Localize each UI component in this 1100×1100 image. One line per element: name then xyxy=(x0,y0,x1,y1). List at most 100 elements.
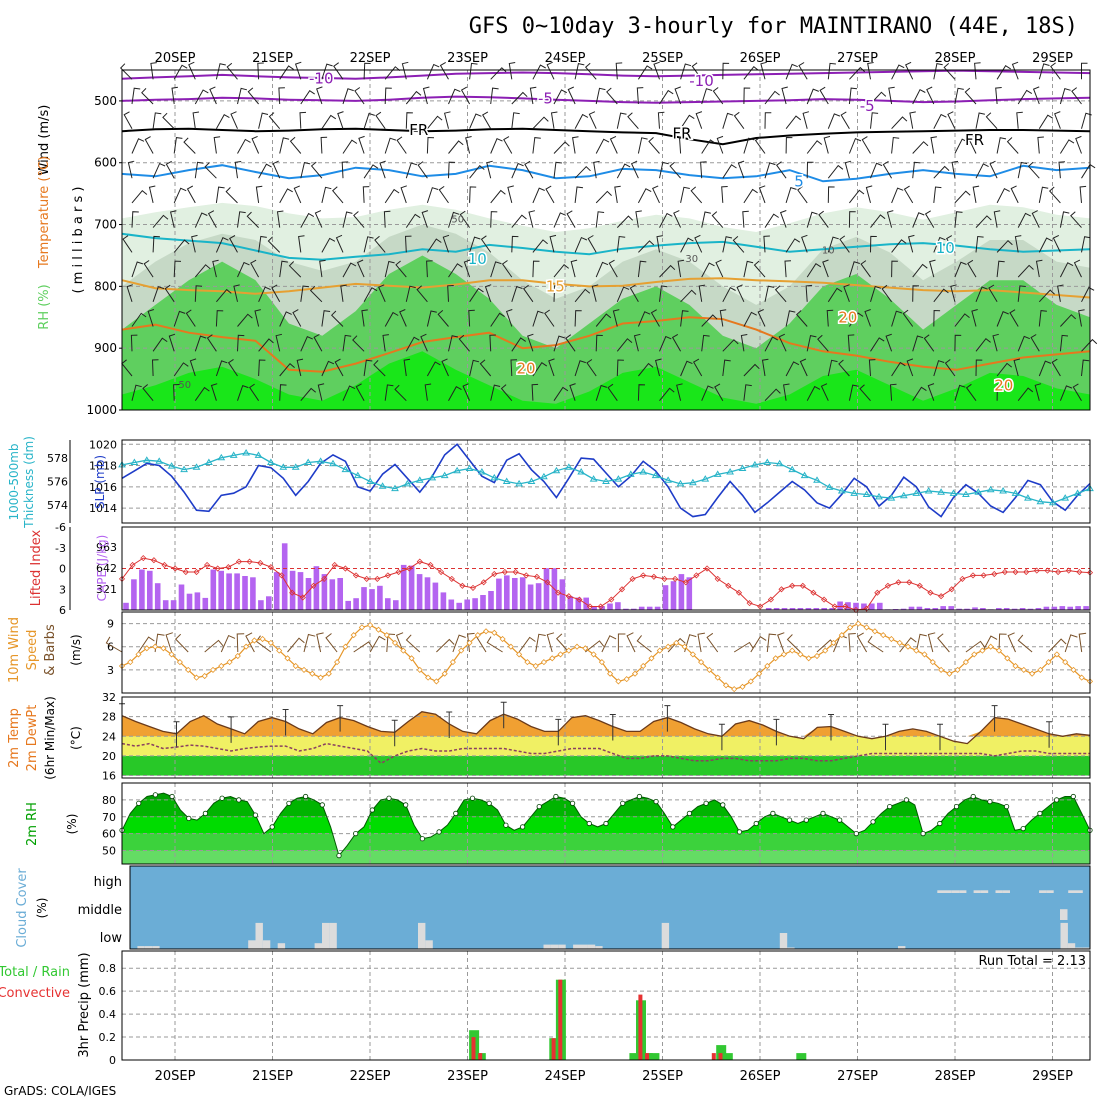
cape-bar xyxy=(932,608,939,610)
wind-barb xyxy=(1038,114,1054,129)
li-point xyxy=(1001,568,1008,576)
contour-label: 5 xyxy=(794,172,804,190)
wind-barb xyxy=(742,210,749,228)
wind-barb xyxy=(1059,139,1075,154)
wind-barb xyxy=(548,358,555,377)
wind-barb xyxy=(995,87,1002,105)
wind-barb xyxy=(194,264,211,278)
wind-barb-10m xyxy=(204,639,224,653)
isotherm-line xyxy=(121,127,1091,146)
wind-barb xyxy=(637,311,651,327)
wind-barb xyxy=(511,162,524,179)
date-label-bottom: 20SEP xyxy=(155,1069,196,1084)
wind-barb xyxy=(760,61,767,80)
rh-point xyxy=(670,824,676,830)
isotherm-line xyxy=(121,95,1091,104)
wind-barb xyxy=(972,185,980,203)
wind-barb xyxy=(732,236,745,253)
wind-barb xyxy=(827,164,844,179)
cape-bar xyxy=(877,602,883,610)
cloud-low-bar xyxy=(580,944,588,949)
wind-barb xyxy=(859,384,871,402)
li-point xyxy=(821,596,828,603)
wind-barb xyxy=(574,236,588,253)
wind-barb xyxy=(633,333,641,352)
cape-bar xyxy=(416,574,423,610)
wind-barb xyxy=(122,235,133,253)
wind-barb xyxy=(420,333,428,352)
wind-barb xyxy=(1081,338,1098,352)
wind-barb xyxy=(173,362,189,377)
wind-barb xyxy=(806,263,822,278)
wind-barb xyxy=(695,111,703,129)
wind-barb xyxy=(173,260,182,278)
cape-bar xyxy=(273,572,280,610)
wind-barb-10m xyxy=(697,632,705,653)
wind-barb xyxy=(763,235,770,253)
date-label-top: 22SEP xyxy=(350,51,391,66)
cape-bar xyxy=(1083,606,1089,610)
cloud-level-label: low xyxy=(100,931,123,946)
wind-barb xyxy=(215,114,230,129)
wind-barb xyxy=(909,111,916,129)
wind-barb xyxy=(448,335,459,352)
wind-barb-10m xyxy=(303,633,316,653)
wind-barb xyxy=(426,136,435,154)
rh-axis-label: RH (%) xyxy=(37,284,52,329)
rh-point xyxy=(536,803,542,810)
temp-minmax-bar xyxy=(446,711,453,738)
rh-point xyxy=(736,829,743,835)
wind-barb xyxy=(162,112,175,130)
wind-barb xyxy=(656,235,663,253)
wind-speed-point xyxy=(789,647,796,654)
li-point xyxy=(757,603,764,610)
cape-bar xyxy=(345,600,351,610)
cape-bar xyxy=(369,589,375,610)
li-point xyxy=(704,565,711,572)
li-point xyxy=(576,596,583,603)
wind-barb xyxy=(216,288,232,303)
li-point xyxy=(682,579,689,586)
wind-barb xyxy=(891,136,900,154)
wind-barb xyxy=(194,212,208,228)
wind-barb xyxy=(1071,87,1082,105)
rh-point xyxy=(1020,825,1026,832)
wind-barb xyxy=(951,160,959,179)
li-tick-label: -3 xyxy=(55,542,66,555)
wind-barb xyxy=(173,384,180,401)
temp-minmax-bar xyxy=(937,723,943,751)
cloud-high-bar xyxy=(944,890,952,893)
thickness-point xyxy=(378,482,387,489)
precip-convective-bar xyxy=(551,1038,556,1060)
wind-barb xyxy=(1078,309,1085,327)
wind-barb xyxy=(993,210,1001,228)
cape-bar xyxy=(1003,608,1010,610)
wind-barb xyxy=(316,86,323,105)
thickness-point xyxy=(403,479,412,487)
wind-barb xyxy=(1011,61,1019,80)
wind-speed-point xyxy=(1070,666,1077,673)
wind-barb xyxy=(384,87,392,105)
wind-barb xyxy=(996,65,1011,80)
wind-barb-10m xyxy=(1007,632,1016,653)
wind-barb xyxy=(126,284,133,302)
cape-bar xyxy=(559,579,566,610)
wind-barb xyxy=(659,285,668,302)
thickness-point xyxy=(291,463,300,470)
rh-point xyxy=(336,852,342,859)
rh-point xyxy=(269,824,275,830)
wind-barb xyxy=(954,334,962,352)
wind-barb xyxy=(426,310,437,327)
wind-barb xyxy=(584,62,597,80)
wind-speed-point xyxy=(524,659,531,666)
rh-point xyxy=(136,800,142,806)
wind-barb xyxy=(799,358,808,377)
wind-barb xyxy=(553,141,570,154)
wind-speed-point xyxy=(350,632,357,639)
wind-barb xyxy=(996,137,1007,154)
wind-barb xyxy=(1038,63,1050,80)
li-point xyxy=(1076,568,1083,576)
wind-barb xyxy=(743,65,759,80)
wind-barb xyxy=(225,187,238,204)
wind-barb xyxy=(213,136,221,154)
